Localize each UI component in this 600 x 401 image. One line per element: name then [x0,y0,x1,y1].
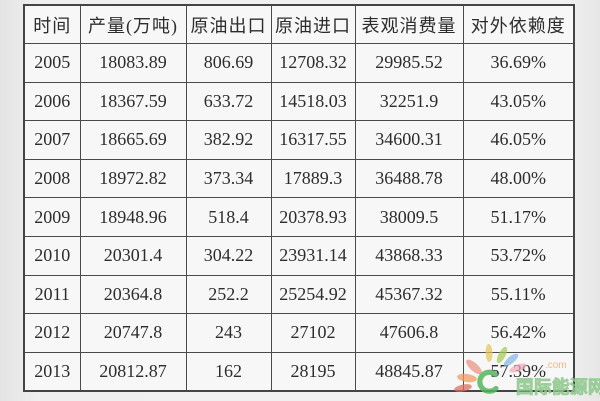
value-cell: 243 [185,313,272,353]
table-row: 2008 18972.82 373.34 17889.3 36488.78 48.00% [23,158,575,199]
year-cell: 2006 [23,81,81,122]
value-cell: 25254.92 [270,274,356,315]
value-cell: 304.22 [185,235,272,276]
value-cell: 27102 [270,313,356,353]
year-cell: 2005 [23,43,81,83]
value-cell: 17889.3 [270,158,356,199]
header-crude-import: 原油进口 [270,4,356,44]
value-cell: 38009.5 [354,197,464,237]
header-production: 产量(万吨) [79,4,187,44]
value-cell: 18083.89 [79,43,187,83]
value-cell: 20364.8 [79,274,187,315]
value-cell: 18665.69 [79,120,187,160]
header-crude-export: 原油出口 [185,4,272,44]
value-cell: 48845.87 [354,351,464,392]
year-cell: 2010 [23,235,81,276]
year-cell: 2009 [23,197,81,237]
table-header-row: 时间 产量(万吨) 原油出口 原油进口 表观消费量 对外依赖度 [23,4,575,44]
value-cell: 18948.96 [79,197,187,237]
value-cell: 373.34 [185,158,272,199]
table-row: 2013 20812.87 162 28195 48845.87 57.39% [23,351,575,392]
value-cell: 56.42% [462,313,575,353]
value-cell: 29985.52 [354,43,464,83]
table-row: 2012 20747.8 243 27102 47606.8 56.42% [23,313,575,353]
year-cell: 2012 [23,313,81,353]
value-cell: 46.05% [462,120,575,160]
value-cell: 36.69% [462,43,575,83]
value-cell: 34600.31 [354,120,464,160]
value-cell: 18367.59 [79,81,187,122]
value-cell: 162 [185,351,272,392]
table-row: 2005 18083.89 806.69 12708.32 29985.52 36.69% [23,43,575,83]
value-cell: 45367.32 [354,274,464,315]
value-cell: 55.11% [462,274,575,315]
value-cell: 14518.03 [270,81,356,122]
oil-statistics-table: 时间 产量(万吨) 原油出口 原油进口 表观消费量 对外依赖度 2005 1808… [23,4,575,393]
value-cell: 20378.93 [270,197,356,237]
year-cell: 2008 [23,158,81,199]
value-cell: 23931.14 [270,235,356,276]
table-row: 2007 18665.69 382.92 16317.55 34600.31 46.05% [23,120,575,160]
year-cell: 2007 [23,120,81,160]
value-cell: 51.17% [462,197,575,237]
value-cell: 20747.8 [79,313,187,353]
value-cell: 47606.8 [354,313,464,353]
table-row: 2006 18367.59 633.72 14518.03 32251.9 43.05% [23,81,575,122]
value-cell: 28195 [270,351,356,392]
value-cell: 633.72 [185,81,272,122]
value-cell: 48.00% [462,158,575,199]
value-cell: 20301.4 [79,235,187,276]
year-cell: 2013 [23,351,81,392]
header-time: 时间 [23,4,81,44]
value-cell: 36488.78 [354,158,464,199]
table-row: 2011 20364.8 252.2 25254.92 45367.32 55.11% [23,274,575,315]
value-cell: 32251.9 [354,81,464,122]
value-cell: 518.4 [185,197,272,237]
value-cell: 57.39% [462,351,575,392]
table-body: 2005 18083.89 806.69 12708.32 29985.52 36.69%… [23,43,575,392]
value-cell: 43868.33 [354,235,464,276]
value-cell: 16317.55 [270,120,356,160]
value-cell: 18972.82 [79,158,187,199]
value-cell: 806.69 [185,43,272,83]
value-cell: 53.72% [462,235,575,276]
table-row: 2009 18948.96 518.4 20378.93 38009.5 51.17% [23,197,575,237]
table-row: 2010 20301.4 304.22 23931.14 43868.33 53.72% [23,235,575,276]
value-cell: 43.05% [462,81,575,122]
value-cell: 20812.87 [79,351,187,392]
header-external-dependency: 对外依赖度 [462,4,575,44]
value-cell: 382.92 [185,120,272,160]
year-cell: 2011 [23,274,81,315]
header-apparent-consumption: 表观消费量 [354,4,464,44]
value-cell: 12708.32 [270,43,356,83]
value-cell: 252.2 [185,274,272,315]
